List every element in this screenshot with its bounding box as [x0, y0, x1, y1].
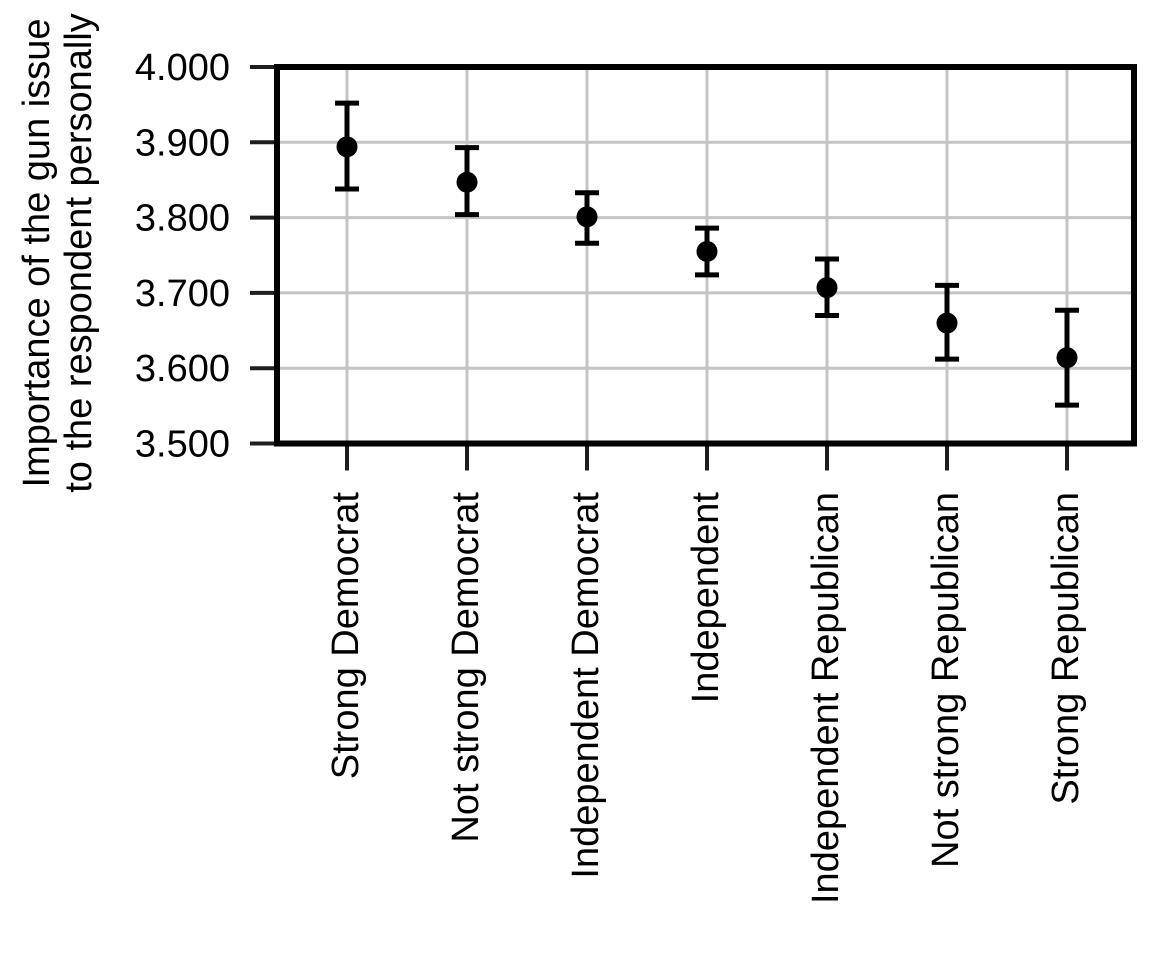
- y-tick-label: 3.800: [135, 198, 230, 240]
- x-category-label-text: Not strong Democrat: [445, 492, 487, 843]
- data-point: [576, 206, 598, 228]
- y-tick-label: 3.500: [135, 424, 230, 466]
- data-point: [456, 171, 478, 193]
- y-axis-title-line-2: to the respondent personally: [58, 13, 100, 493]
- x-category-label-text: Independent: [685, 492, 727, 704]
- x-category-label-text: Strong Democrat: [325, 492, 367, 780]
- y-tick-label: 3.600: [135, 348, 230, 390]
- plot-box: [274, 64, 1137, 447]
- x-category-label-text: Strong Republican: [1045, 492, 1087, 805]
- data-point: [816, 277, 838, 299]
- y-tick-label: 3.900: [135, 122, 230, 164]
- y-axis-title: Importance of the gun issue to the respo…: [16, 0, 100, 603]
- data-point: [1056, 347, 1078, 369]
- data-point: [336, 136, 358, 158]
- x-category-label: Strong Republican: [1045, 492, 1152, 805]
- data-point: [936, 312, 958, 334]
- x-category-label-text: Independent Republican: [805, 492, 847, 905]
- data-point: [696, 240, 718, 262]
- y-tick-label: 4.000: [135, 47, 230, 89]
- y-axis-title-line-1: Importance of the gun issue: [16, 18, 58, 488]
- x-category-label-text: Independent Democrat: [565, 492, 607, 879]
- y-tick-label: 3.700: [135, 273, 230, 315]
- x-category-label-text: Not strong Republican: [925, 492, 967, 868]
